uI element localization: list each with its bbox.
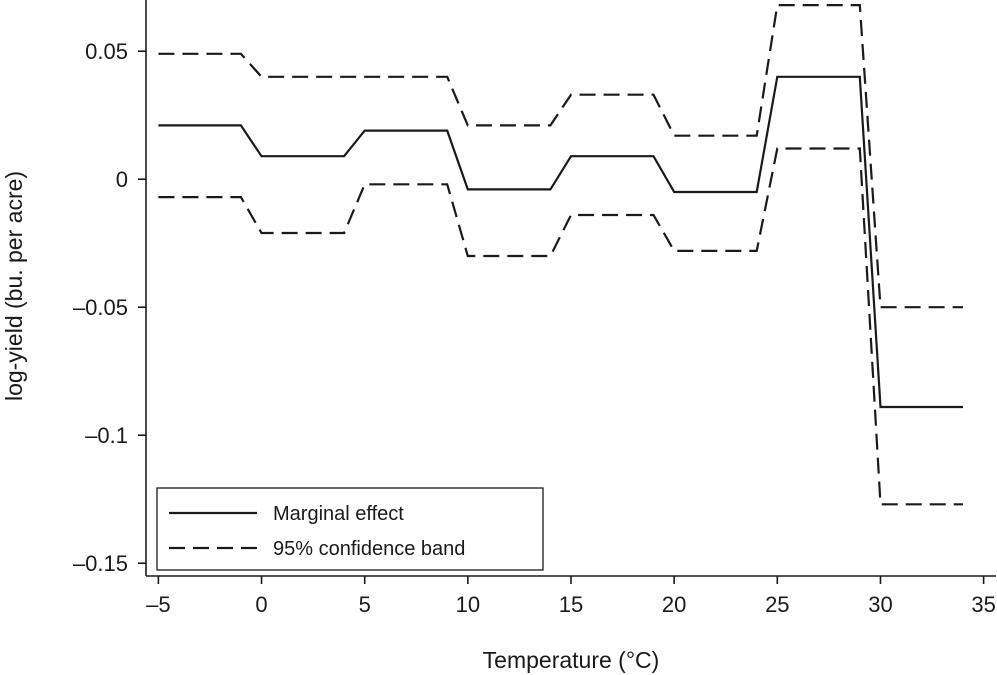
series-line-marginal-effect [158,75,963,409]
y-tick-label: 0.05 [85,39,128,64]
y-axis-title: log-yield (bu. per acre) [1,171,27,401]
x-tick-label: 15 [559,592,583,617]
y-tick-label: –0.1 [85,423,128,448]
series-line-upper-confidence [158,3,963,309]
series-line-lower-confidence [158,147,963,506]
x-tick-label: 0 [255,592,267,617]
x-axis-ticks: –5 0 5 10 15 20 25 30 35 [146,576,996,617]
y-axis-ticks: 0.05 0 –0.05 –0.1 –0.15 [73,39,146,576]
x-tick-label: –5 [146,592,170,617]
legend-label: Marginal effect [273,503,404,525]
x-tick-label: 10 [456,592,480,617]
x-axis-title: Temperature (°C) [483,647,660,673]
series-layer [158,3,963,506]
legend-box [156,487,544,571]
x-tick-label: 5 [359,592,371,617]
legend-label: 95% confidence band [273,538,465,560]
x-tick-label: 20 [662,592,686,617]
y-tick-label: –0.05 [73,295,128,320]
x-tick-label: 25 [765,592,789,617]
x-tick-label: 35 [971,592,995,617]
y-tick-label: 0 [116,167,128,192]
y-tick-label: –0.15 [73,551,128,576]
legend: Marginal effect 95% confidence band [156,487,544,571]
x-tick-label: 30 [868,592,892,617]
